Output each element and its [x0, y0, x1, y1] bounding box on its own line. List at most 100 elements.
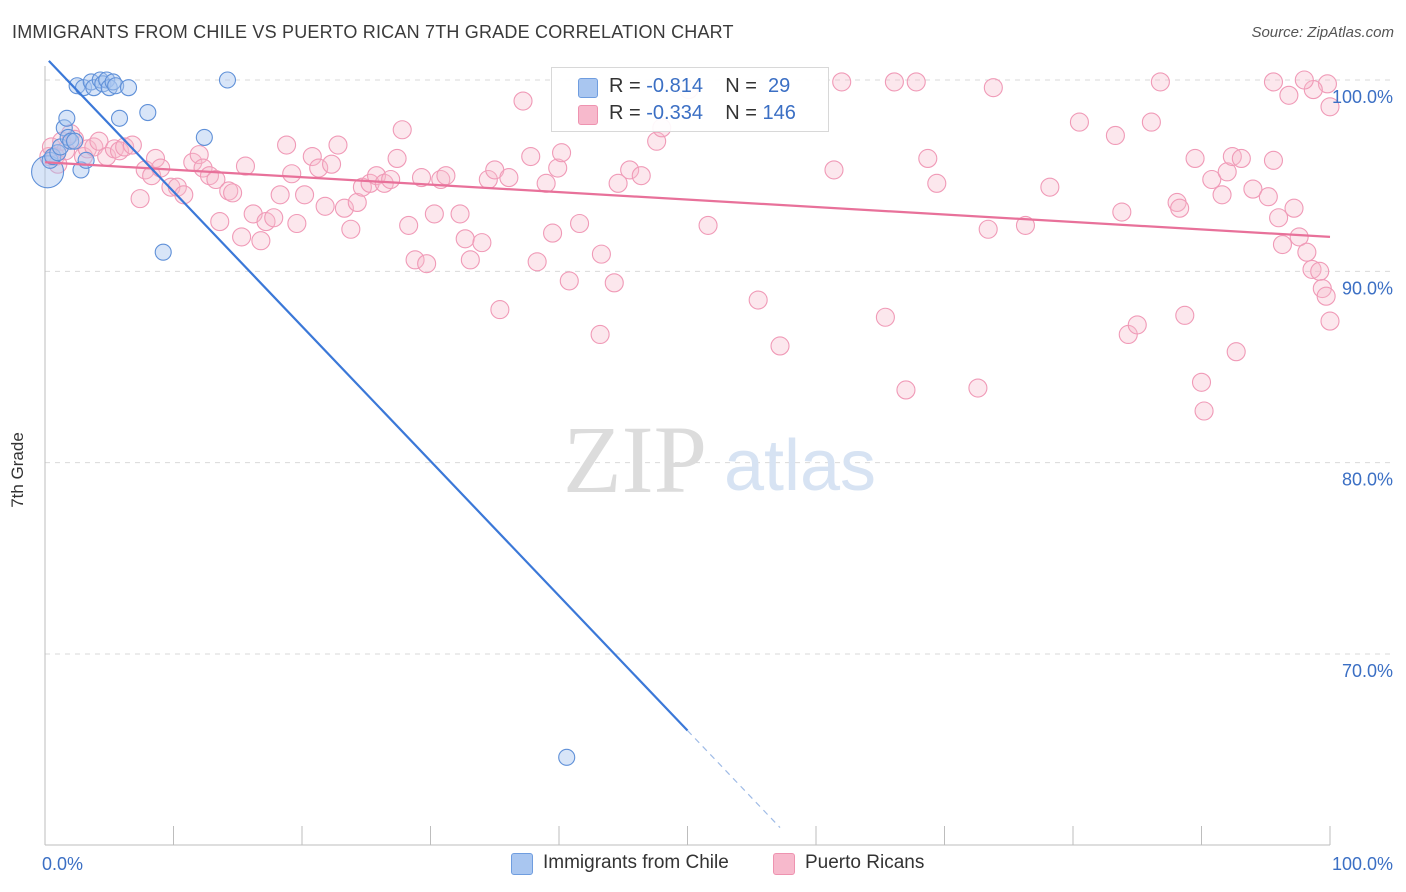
data-point [490, 300, 510, 320]
data-point [139, 103, 157, 122]
data-point [206, 169, 226, 190]
data-point [548, 158, 568, 178]
data-point [558, 748, 576, 766]
data-point [235, 156, 256, 176]
data-point [1175, 305, 1195, 325]
legend-swatch-puerto-ricans [578, 105, 598, 125]
stats-legend: R = -0.814 N = 29 R = -0.334 N = 146 [551, 67, 829, 132]
data-point [107, 77, 125, 95]
data-point [559, 271, 579, 291]
data-point [277, 135, 297, 155]
legend-swatch-puerto-ricans [773, 853, 795, 875]
data-point [927, 173, 947, 193]
data-point [770, 336, 790, 356]
data-point [1212, 185, 1232, 205]
data-point [590, 324, 610, 345]
data-point [1263, 150, 1284, 170]
data-point [218, 71, 237, 89]
watermark-atlas: atlas [724, 426, 876, 506]
data-point [58, 109, 76, 127]
data-point [309, 158, 329, 178]
data-point [195, 128, 213, 146]
data-point [322, 154, 342, 174]
data-point [1243, 179, 1263, 199]
x-tick-labels: 0.0% 100.0% [42, 854, 1393, 874]
data-point [145, 148, 166, 168]
data-point [295, 185, 315, 205]
y-tick-label: 70.0% [1342, 661, 1393, 681]
data-point [543, 223, 563, 243]
data-point [1302, 259, 1322, 279]
data-point [450, 204, 470, 224]
data-point [424, 204, 444, 224]
data-point [1284, 198, 1304, 218]
data-point [72, 161, 90, 179]
data-point [620, 160, 640, 180]
data-point [604, 273, 624, 293]
series-immigrants-from-chile [31, 71, 576, 766]
data-point [89, 131, 109, 151]
data-point [698, 215, 718, 235]
data-point [1320, 97, 1340, 117]
data-point [1226, 342, 1246, 362]
data-point [521, 146, 541, 167]
data-point [918, 148, 938, 168]
data-point [399, 215, 419, 235]
data-point [1317, 74, 1337, 94]
legend-n-label: N = [725, 102, 763, 124]
data-point [1258, 187, 1278, 207]
data-point [109, 141, 130, 161]
legend-label-chile: Immigrants from Chile [543, 852, 729, 873]
data-point [968, 378, 988, 398]
legend-r-label: R = [609, 102, 647, 124]
data-point [62, 132, 80, 150]
data-point [302, 146, 322, 167]
data-point [1141, 112, 1161, 132]
data-point [570, 213, 590, 234]
data-point [1105, 125, 1125, 146]
y-tick-label: 90.0% [1342, 278, 1393, 298]
data-point [122, 135, 142, 155]
data-point [154, 243, 172, 261]
data-point [552, 143, 572, 163]
legend-r-value: -0.334 [646, 102, 703, 124]
legend-n-label: N = [725, 75, 763, 97]
data-point [334, 198, 354, 218]
legend-r-label: R = [609, 75, 647, 97]
data-point [270, 185, 290, 205]
legend-swatch-chile [511, 853, 533, 875]
legend-row-chile: R = -0.814 N = 29 [552, 75, 828, 101]
data-point [392, 120, 412, 140]
y-tick-label: 100.0% [1332, 87, 1393, 107]
data-point [455, 229, 475, 249]
data-point [824, 160, 844, 180]
data-point [748, 290, 768, 310]
data-point [115, 137, 135, 157]
legend-n-value: 29 [768, 75, 791, 97]
data-point [1297, 242, 1317, 262]
data-point [1112, 202, 1132, 222]
data-point [315, 196, 335, 216]
data-point [1316, 286, 1336, 306]
data-point [1272, 234, 1293, 255]
data-point [1320, 311, 1340, 331]
data-point [387, 148, 407, 168]
data-point [1310, 261, 1330, 281]
data-point [287, 213, 307, 234]
data-point [1289, 227, 1309, 247]
legend-n-value: 146 [762, 102, 796, 124]
data-point [1217, 162, 1237, 182]
data-point [360, 173, 380, 193]
watermark-zip: ZIP [563, 406, 707, 513]
trend-line-puerto-ricans [44, 161, 1331, 238]
data-point [223, 183, 243, 203]
data-point [232, 227, 252, 247]
y-tick-labels: 70.0% 80.0% 90.0% 100.0% [1332, 87, 1393, 681]
source-label: Source: ZipAtlas.com [1251, 24, 1394, 41]
data-point [591, 244, 611, 264]
data-point [1294, 70, 1314, 90]
data-point [978, 219, 998, 239]
legend-label-puerto-ricans: Puerto Ricans [805, 852, 925, 873]
data-point [906, 72, 926, 92]
